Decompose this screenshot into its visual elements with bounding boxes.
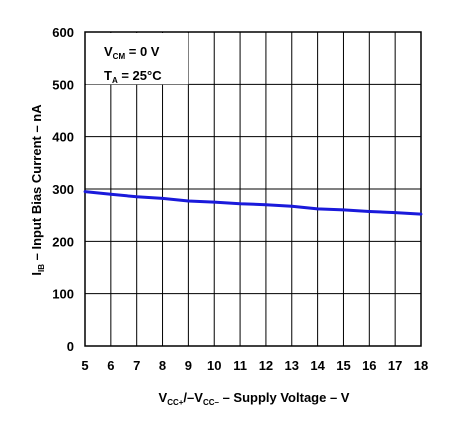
x-tick-label: 15 xyxy=(336,358,350,373)
x-tick-label: 17 xyxy=(388,358,402,373)
y-tick-label: 300 xyxy=(52,182,74,197)
y-tick-label: 200 xyxy=(52,234,74,249)
y-tick-label: 600 xyxy=(52,25,74,40)
data-point xyxy=(393,211,397,214)
data-point xyxy=(342,208,345,212)
x-axis-label: VCC+/–VCC– – Supply Voltage – V xyxy=(159,390,350,407)
data-point xyxy=(186,199,190,203)
plot-frame xyxy=(84,31,422,347)
data-point xyxy=(316,207,320,211)
data-point xyxy=(109,192,113,196)
x-tick-label: 13 xyxy=(285,358,299,373)
series-line-input-bias-current xyxy=(84,190,422,216)
data-point xyxy=(135,195,139,199)
y-axis-label: IIB – Input Bias Current – nA xyxy=(29,104,46,276)
y-tick-label: 100 xyxy=(52,287,74,302)
x-tick-label: 18 xyxy=(414,358,428,373)
data-point xyxy=(212,200,216,204)
x-tick-label: 12 xyxy=(259,358,273,373)
x-tick-label: 10 xyxy=(207,358,221,373)
data-points xyxy=(83,190,423,216)
data-point xyxy=(238,202,242,206)
data-point xyxy=(264,203,268,207)
x-tick-label: 6 xyxy=(107,358,114,373)
x-tick-label: 7 xyxy=(133,358,140,373)
annotation-ta: TA = 25°C xyxy=(104,68,162,85)
y-tick-label: 500 xyxy=(52,77,74,92)
x-tick-label: 9 xyxy=(185,358,192,373)
data-point xyxy=(290,204,294,208)
y-tick-label: 0 xyxy=(67,339,74,354)
data-point xyxy=(83,190,87,194)
data-point xyxy=(161,197,164,200)
data-point xyxy=(367,210,371,213)
conditions-box xyxy=(86,33,189,85)
x-tick-label: 5 xyxy=(81,358,88,373)
x-tick-label: 16 xyxy=(362,358,376,373)
tick-labels: 5 6 7 8 9 10 11 12 13 14 15 16 17 18 0 100 200 300 400 500 6… xyxy=(52,25,428,373)
x-tick-label: 14 xyxy=(310,358,325,373)
annotation-vcm: VCM = 0 V xyxy=(104,44,160,61)
x-tick-label: 11 xyxy=(233,358,247,373)
x-tick-label: 8 xyxy=(159,358,166,373)
y-tick-label: 400 xyxy=(52,130,74,145)
data-point xyxy=(419,212,423,216)
